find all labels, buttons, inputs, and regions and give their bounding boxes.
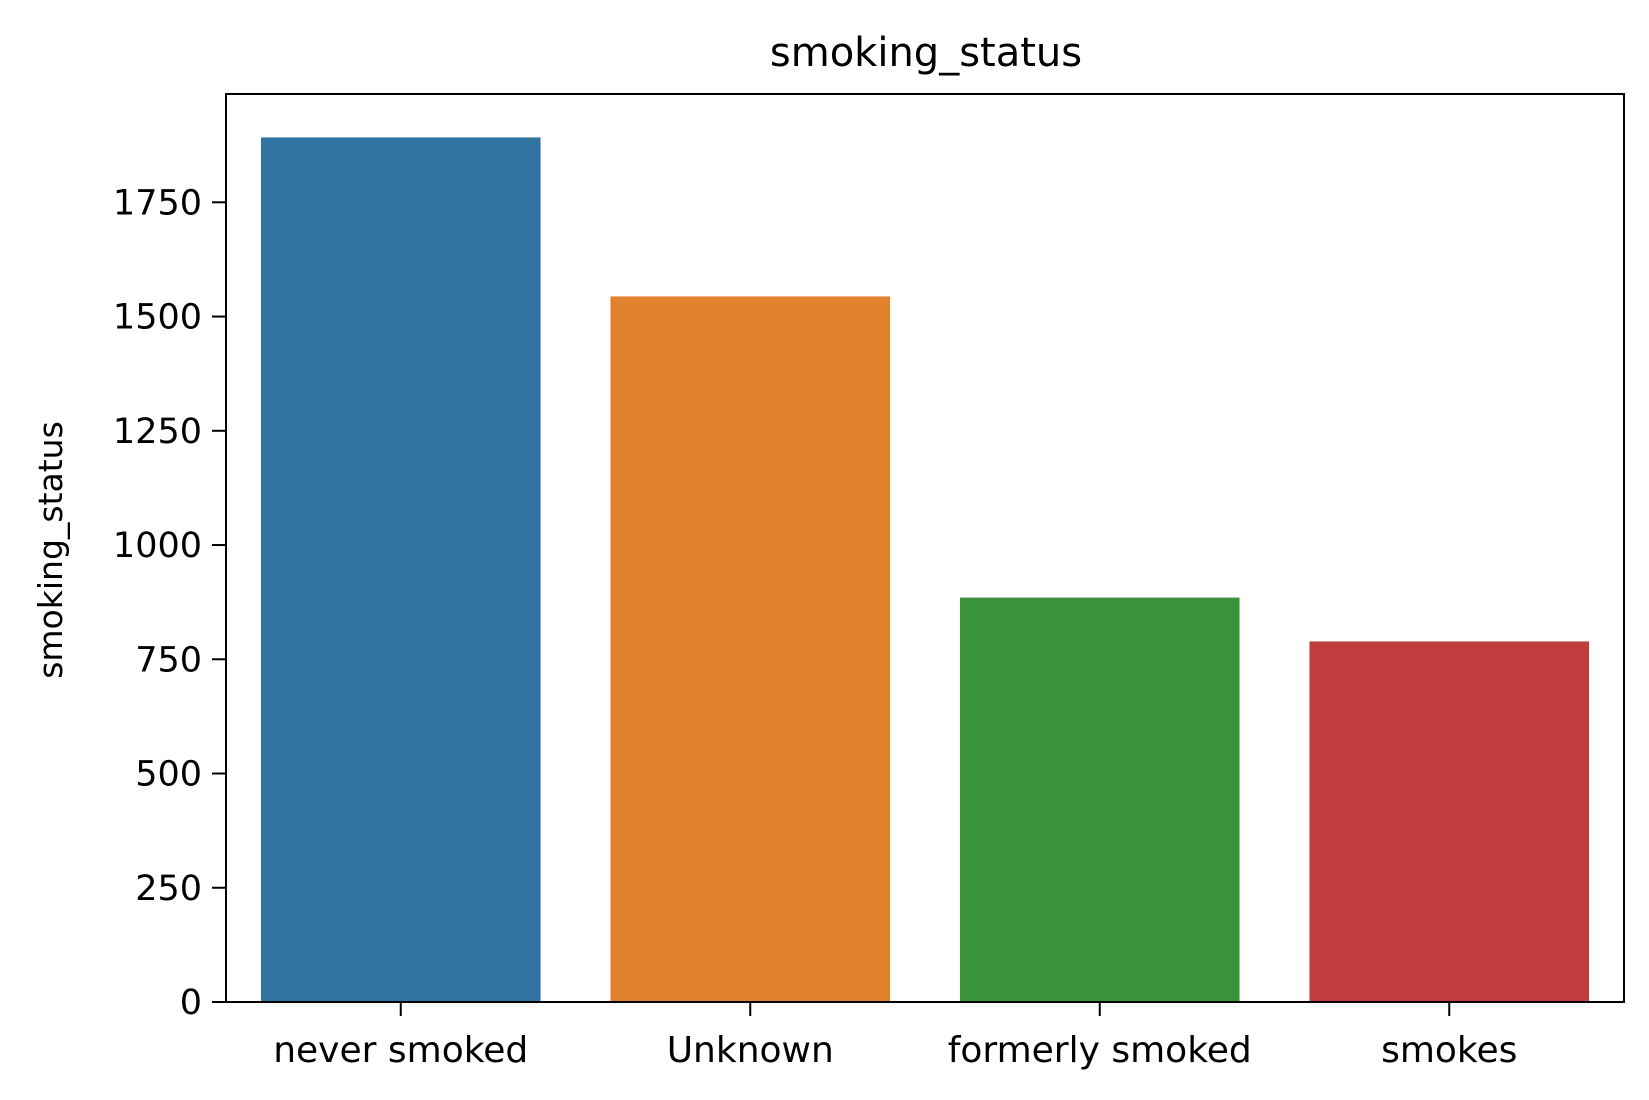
y-axis-label: smoking_status — [31, 421, 70, 679]
x-axis: never smoked Unknown formerly smoked smokes — [273, 1002, 1517, 1071]
y-tick-label-2: 500 — [135, 755, 202, 795]
x-tick-label-1: Unknown — [667, 1030, 834, 1071]
bars-group — [260, 137, 1590, 1003]
bar-2 — [959, 597, 1240, 1002]
bar-3 — [1309, 641, 1590, 1002]
plot-frame — [225, 93, 1625, 1003]
y-tick-label-6: 1500 — [113, 298, 202, 338]
y-tick-label-3: 750 — [135, 640, 202, 680]
x-tick-label-3: smokes — [1381, 1030, 1517, 1071]
y-axis: 0 250 500 750 1000 1250 1500 1750 — [113, 183, 226, 1023]
x-tick-label-0: never smoked — [273, 1030, 528, 1071]
y-tick-label-4: 1000 — [113, 526, 202, 566]
bar-0 — [260, 137, 541, 1003]
y-tick-label-7: 1750 — [113, 183, 202, 223]
x-tick-label-2: formerly smoked — [948, 1030, 1252, 1071]
y-tick-label-0: 0 — [180, 983, 202, 1023]
chart-title: smoking_status — [770, 30, 1082, 76]
bar-1 — [610, 296, 891, 1002]
y-tick-label-1: 250 — [135, 869, 202, 909]
y-tick-label-5: 1250 — [113, 412, 202, 452]
